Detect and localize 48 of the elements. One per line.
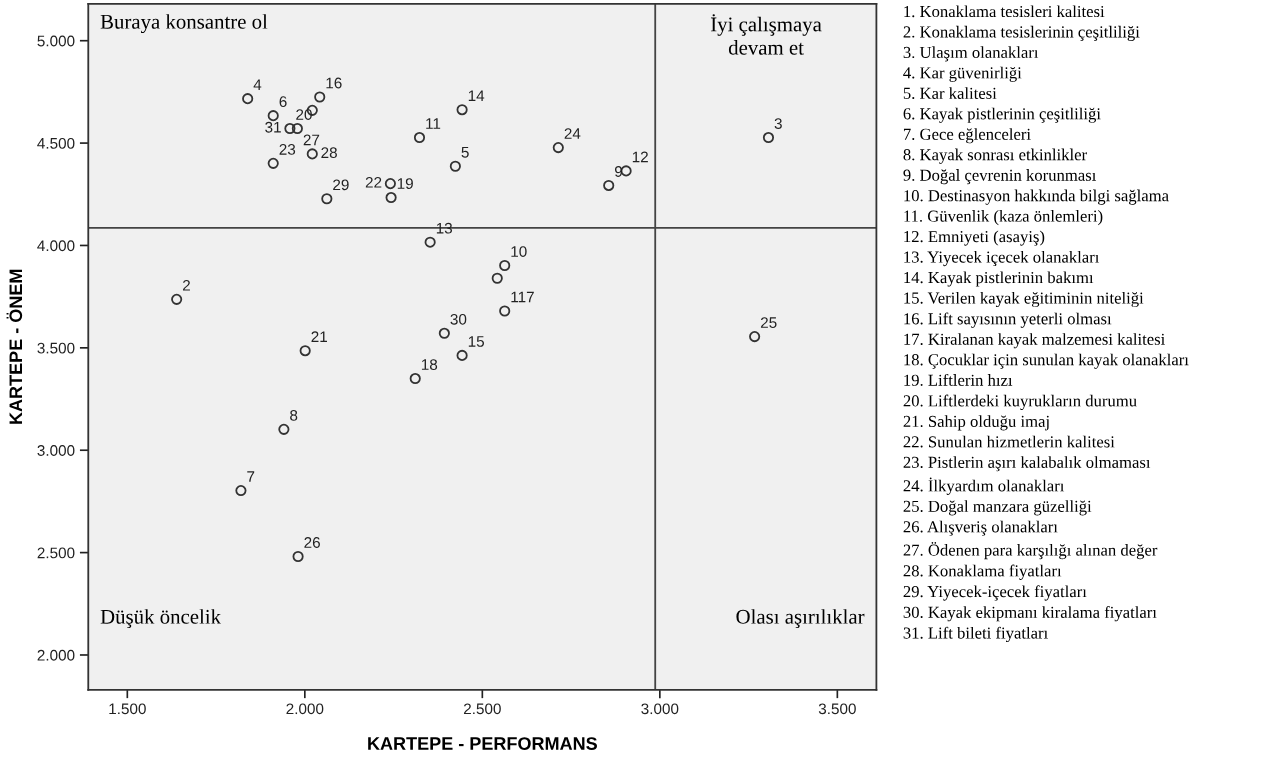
annotation: 24 — [564, 128, 581, 139]
x-tick-label: 2.500 — [463, 703, 501, 715]
annotation: 18 — [421, 359, 438, 370]
annotation: 28 — [321, 147, 337, 159]
annotation: 4 — [253, 79, 262, 90]
y-tick-label: 4.000 — [37, 240, 75, 252]
annotation: İyi çalışmaya devam et — [710, 14, 822, 55]
annotation: Buraya konsantre ol — [100, 14, 268, 34]
annotation: 26 — [304, 537, 320, 548]
annotation: 29 — [333, 179, 349, 191]
annotation: 7 — [247, 471, 255, 482]
annotation: 8 — [290, 409, 298, 421]
annotation: 23 — [279, 143, 296, 155]
annotation: 19 — [397, 178, 413, 189]
text: 1. Konaklama tesisleri kalitesi 2. Konaklama tesislerinin çeşitliliği 3. Ulaşım olanakları 4. Kar güvenirliği 5. Kar kalitesi 6. Kayak pistlerinin çeşitliliği 7. Gece eğlenceleri 8. Kayak sonrası etkinlikler 9. Doğal çevrenin korunması 10. Destinasyon hakkında bilgi sağlama 11. Güvenlik (kaza önlemleri) 12. Emniyeti (asayiş) 13. Yiyecek içecek olanakları 14. Kayak pistlerinin bakımı 15. Verilen kayak eğitiminin niteliği 16. Lift sayısının yeterli olması 17. Kiralanan kayak malzemesi kalitesi 18. Çocuklar için sunulan kayak olanakları 19. Liftlerin hızı 20. Liftlerdeki kuyrukların durumu 21. Sahip olduğu imaj 22. Sunulan hizmetlerin kalitesi 23. Pistlerin aşırı kalabalık olmaması 24. İlkyardım olanakları 25. Doğal manzara güzelliği 26. Alışveriş olanakları 27. Ödenen para karşılığı alınan değer 28. Konaklama fiyatları 29. Yiyecek-içecek fiyatları 30. Kayak ekipmanı kiralama fiyatları 31. Lift bileti fiyatları — [903, 5, 1189, 643]
x-axis-title: KARTEPE - PERFORMANS — [368, 737, 597, 750]
annotation: 21 — [311, 331, 327, 342]
annotation: Düşük öncelik — [100, 609, 222, 629]
y-tick-label: 2.500 — [37, 547, 75, 559]
annotation: 9 — [614, 166, 623, 177]
annotation: 3 — [774, 118, 782, 129]
annotation: 22 — [365, 176, 382, 188]
annotation: 30 — [450, 313, 467, 325]
annotation: 11 — [426, 118, 441, 129]
annotation: 14 — [468, 90, 485, 101]
annotation: 2 — [182, 279, 190, 291]
annotation: 6 — [279, 96, 287, 108]
annotation: Olası aşırılıklar — [736, 609, 865, 629]
annotation: 15 — [468, 336, 485, 347]
y-tick-label: 3.500 — [37, 342, 75, 354]
y-tick-label: 2.000 — [37, 649, 75, 661]
x-tick-label: 3.500 — [818, 703, 856, 715]
annotation: 10 — [511, 246, 527, 257]
annotation: 16 — [326, 77, 342, 89]
annotation: 20 — [296, 109, 312, 120]
x-tick-label: 3.000 — [641, 703, 679, 715]
y-tick-label: 5.000 — [37, 35, 75, 47]
y-tick-label: 3.000 — [37, 445, 75, 456]
annotation: 25 — [760, 317, 777, 329]
annotation: 31 — [265, 121, 281, 133]
annotation: 117 — [511, 291, 534, 303]
y-axis-title: KARTEPE - ÖNEM — [6, 269, 23, 424]
x-tick-label: 2.000 — [286, 703, 324, 715]
annotation: 5 — [461, 146, 469, 158]
x-tick-label: 1.500 — [109, 703, 146, 715]
annotation: 27 — [303, 134, 320, 146]
y-tick-label: 4.500 — [37, 137, 75, 149]
annotation: 12 — [632, 151, 648, 163]
